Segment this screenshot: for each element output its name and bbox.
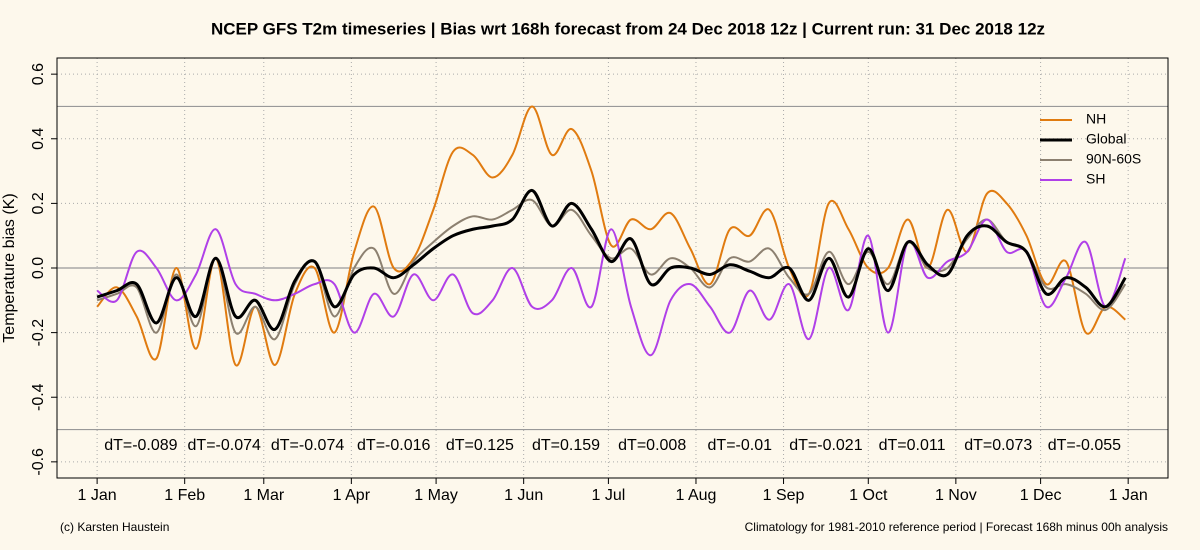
y-tick-label: -0.6 [30,448,47,476]
x-tick-label: 1 May [414,487,458,504]
annotation: dT=-0.055 [1048,437,1121,454]
y-tick-label: -0.4 [30,383,47,411]
x-tick-label: 1 Oct [849,487,888,504]
y-tick-label: 0.0 [30,257,47,279]
y-tick-label: 0.4 [30,128,47,150]
x-tick-label: 1 Dec [1020,487,1062,504]
series-line [96,188,1127,331]
y-tick-label: -0.2 [30,319,47,347]
x-tick-label: 1 Jan [78,487,117,504]
series-line [96,218,1127,357]
annotation: dT=-0.074 [271,437,344,454]
y-axis-label: Temperature bias (K) [1,193,18,342]
x-tick-label: 1 Mar [243,487,285,504]
footer-right: Climatology for 1981-2010 reference peri… [745,520,1168,534]
annotation: dT=-0.089 [104,437,177,454]
chart-title: NCEP GFS T2m timeseries | Bias wrt 168h … [211,19,1045,38]
annotation: dT=-0.016 [357,437,430,454]
legend-label: Global [1086,131,1126,147]
y-tick-label: 0.2 [30,192,47,214]
plot-frame [56,57,1169,479]
annotation: dT=-0.074 [188,437,261,454]
annotation: dT=0.011 [879,437,946,454]
x-tick-label: 1 Feb [164,487,205,504]
annotation: dT=0.159 [532,437,600,454]
x-tick-label: 1 Jul [592,487,626,504]
legend-label: 90N-60S [1086,151,1141,167]
x-tick-label: 1 Sep [763,487,805,504]
legend-label: NH [1086,111,1106,127]
legend-label: SH [1086,171,1105,187]
y-tick-label: 0.6 [30,63,47,85]
series-line [96,105,1126,367]
x-tick-label: 1 Nov [935,487,977,504]
annotation: dT=-0.01 [708,437,773,454]
annotation: dT=0.125 [446,437,514,454]
x-tick-label: 1 Aug [676,487,717,504]
x-tick-label: 1 Jun [504,487,543,504]
footer-left: (c) Karsten Haustein [60,520,169,534]
series-line [96,198,1127,341]
annotation: dT=0.073 [964,437,1032,454]
annotation: dT=0.008 [618,437,686,454]
x-tick-label: 1 Jan [1109,487,1148,504]
x-tick-label: 1 Apr [333,487,371,504]
annotation: dT=-0.021 [789,437,862,454]
